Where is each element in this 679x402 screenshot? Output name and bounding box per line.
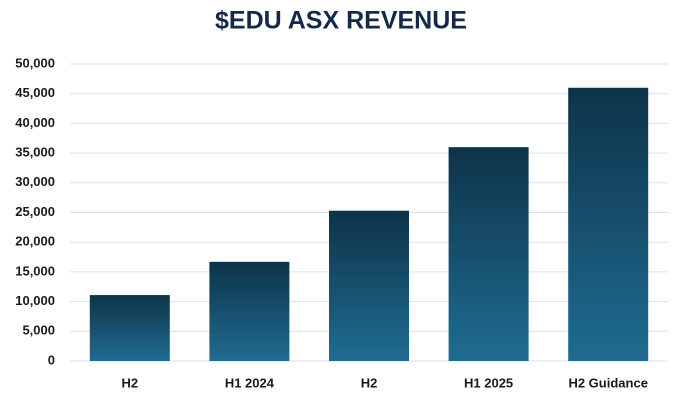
bar xyxy=(329,210,409,361)
y-tick-label: 35,000 xyxy=(15,145,55,160)
chart-title: $EDU ASX REVENUE xyxy=(215,7,467,35)
x-tick-label: H2 Guidance xyxy=(568,375,647,390)
x-tick-label: H1 2025 xyxy=(464,375,513,390)
y-tick-label: 40,000 xyxy=(15,115,55,130)
x-tick-label: H2 xyxy=(121,375,138,390)
y-tick-label: 20,000 xyxy=(15,234,55,249)
y-tick-label: 10,000 xyxy=(15,293,55,308)
y-tick-label: 15,000 xyxy=(15,263,55,278)
x-tick-label: H1 2024 xyxy=(225,375,275,390)
y-tick-label: 45,000 xyxy=(15,85,55,100)
y-tick-label: 5,000 xyxy=(22,323,55,338)
bar xyxy=(209,261,290,361)
y-tick-label: 0 xyxy=(48,352,55,367)
x-tick-label: H2 xyxy=(361,375,378,390)
y-tick-label: 25,000 xyxy=(15,204,55,219)
bar xyxy=(568,87,649,361)
bar xyxy=(89,295,170,361)
y-tick-label: 30,000 xyxy=(15,174,55,189)
y-tick-label: 50,000 xyxy=(15,55,55,70)
bar xyxy=(448,147,529,361)
